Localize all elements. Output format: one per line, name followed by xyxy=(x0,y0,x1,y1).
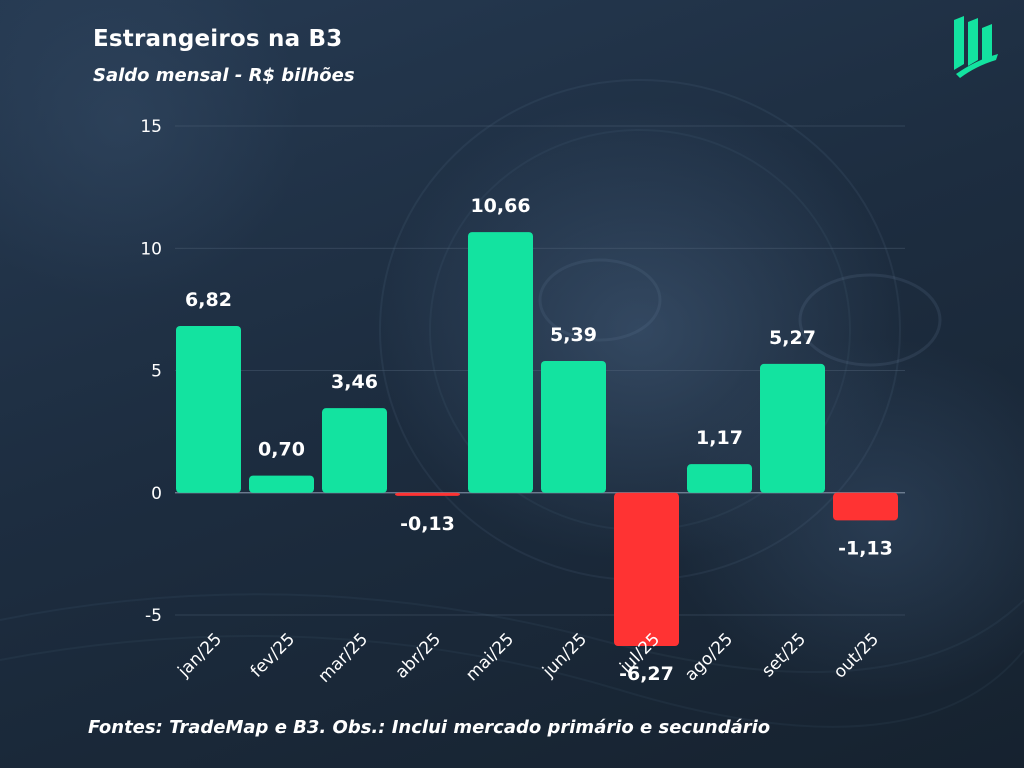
x-tick-label: set/25 xyxy=(758,629,810,681)
y-tick-label: 0 xyxy=(151,484,162,504)
bar xyxy=(468,232,533,493)
data-label: 5,27 xyxy=(769,327,816,349)
source-note: Fontes: TradeMap e B3. Obs.: Inclui merc… xyxy=(88,717,771,738)
y-tick-label: -5 xyxy=(145,606,162,626)
data-label: 0,70 xyxy=(258,439,305,461)
bar xyxy=(687,464,752,493)
data-label: 10,66 xyxy=(470,195,530,217)
bar xyxy=(249,475,314,493)
bar xyxy=(541,360,606,493)
x-tick-label: jan/25 xyxy=(174,629,227,682)
data-label: 6,82 xyxy=(185,289,232,311)
brand-logo-icon xyxy=(954,16,998,78)
y-tick-label: 10 xyxy=(140,239,162,259)
y-tick-label: 15 xyxy=(140,117,162,137)
data-label: 1,17 xyxy=(696,427,743,449)
bar xyxy=(760,363,825,493)
x-tick-label: mar/25 xyxy=(315,629,373,687)
x-tick-label: jun/25 xyxy=(538,629,591,682)
y-tick-label: 5 xyxy=(151,362,162,382)
x-tick-label: mai/25 xyxy=(462,629,518,685)
data-label: -0,13 xyxy=(400,513,455,535)
bar xyxy=(614,492,679,647)
x-tick-label: ago/25 xyxy=(681,629,737,685)
data-label: 3,46 xyxy=(331,371,378,393)
data-label: -6,27 xyxy=(619,663,674,685)
x-tick-label: abr/25 xyxy=(392,629,445,682)
x-tick-label: out/25 xyxy=(830,629,883,682)
bar xyxy=(833,492,898,521)
bar xyxy=(395,492,460,496)
data-label: -1,13 xyxy=(838,537,893,559)
bar xyxy=(322,408,387,493)
chart-title: Estrangeiros na B3 xyxy=(93,26,343,52)
bar xyxy=(176,326,241,493)
x-tick-label: fev/25 xyxy=(247,629,299,681)
chart-subtitle: Saldo mensal - R$ bilhões xyxy=(93,65,355,86)
data-label: 5,39 xyxy=(550,324,597,346)
